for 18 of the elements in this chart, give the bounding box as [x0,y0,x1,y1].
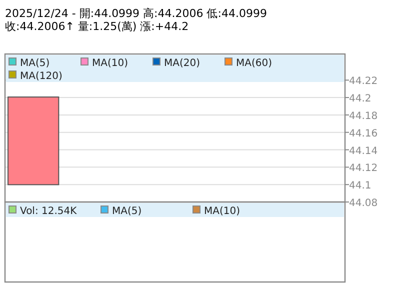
y-tick-label: 44.2 [349,94,372,105]
y-tick-label: 44.22 [349,76,378,88]
legend-label: MA(120) [20,71,62,82]
legend-label: MA(10) [204,206,240,217]
y-tick-label: 44.16 [349,128,378,140]
y-tick-label: 44.08 [349,198,378,209]
legend-label: Vol: 12.54K [20,206,78,217]
legend-label: MA(5) [20,58,50,69]
legend-label: MA(10) [92,58,128,69]
y-tick-label: 44.1 [349,180,372,192]
y-tick-label: 44.18 [349,110,378,122]
chart-title: 2025/12/24 - 開:44.0999 高:44.2006 低:44.0999 [5,7,267,20]
legend-label: MA(5) [112,206,142,217]
legend-label: MA(20) [164,58,200,69]
legend-label: MA(60) [236,58,272,69]
y-tick-label: 44.14 [349,146,378,157]
y-tick-label: 44.12 [349,163,378,174]
chart-subtitle: 收:44.2006↑ 量:1.25(萬) 漲:+44.2 [5,20,189,33]
